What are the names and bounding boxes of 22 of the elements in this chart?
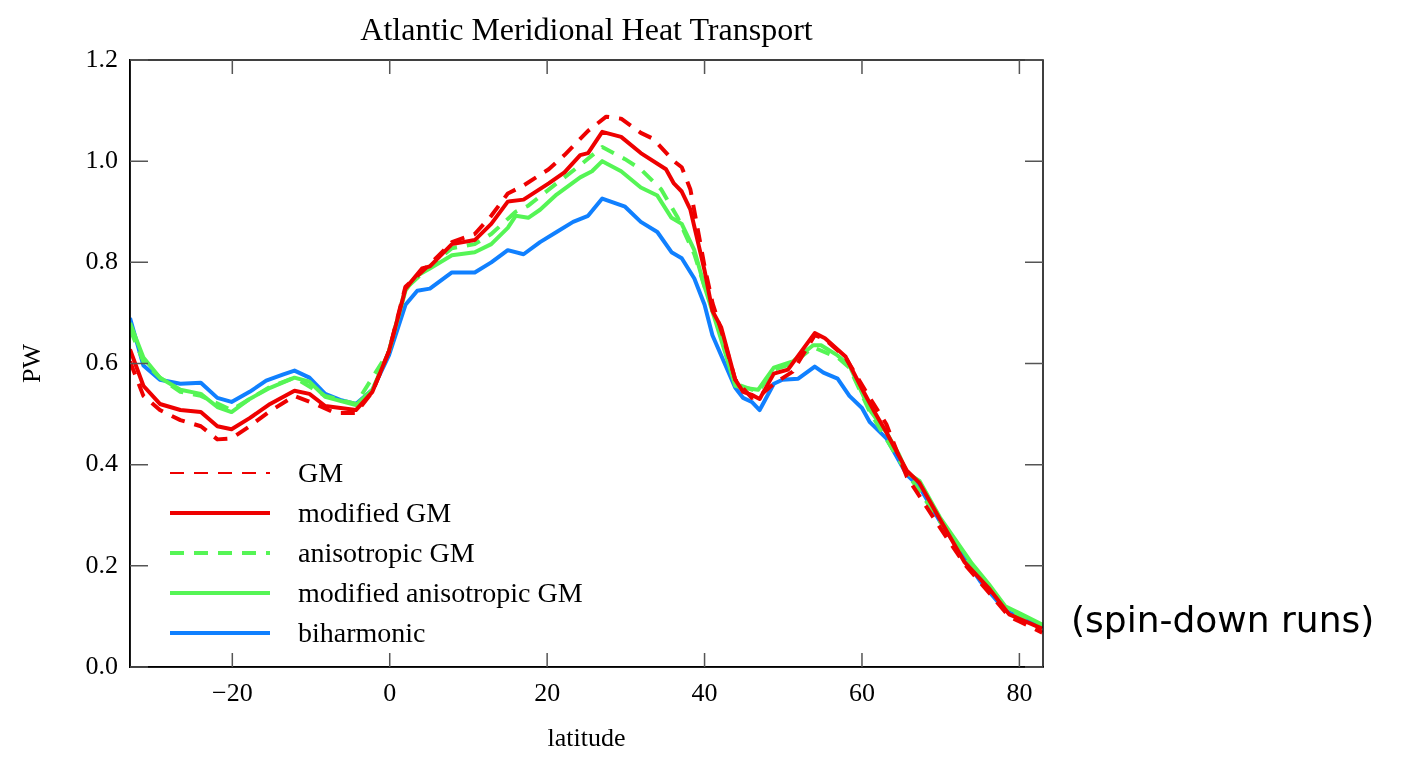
- legend-label: modified anisotropic GM: [298, 577, 583, 608]
- x-tick-label: 20: [534, 678, 561, 708]
- legend-label: GM: [298, 457, 344, 488]
- x-tick-label: −20: [211, 678, 253, 708]
- text: (spin-down runs): [1071, 599, 1375, 640]
- legend-label: anisotropic GM: [298, 537, 475, 568]
- y-tick-label: 1.2: [85, 43, 118, 73]
- legend-label: biharmonic: [298, 617, 426, 648]
- x-axis-title: latitude: [547, 723, 626, 752]
- y-tick-label: 0.0: [85, 650, 118, 680]
- y-axis-title: PW: [17, 343, 46, 383]
- y-tick-label: 0.8: [85, 246, 118, 276]
- y-tick-label: 1.0: [85, 144, 118, 174]
- y-tick-label: 0.2: [85, 549, 118, 579]
- y-tick-label: 0.6: [85, 347, 118, 377]
- x-tick-label: 40: [691, 678, 718, 708]
- legend-label: modified GM: [298, 497, 452, 528]
- x-tick-label: 80: [1006, 678, 1033, 708]
- y-tick-label: 0.4: [85, 448, 118, 478]
- x-tick-label: 60: [848, 678, 875, 708]
- x-tick-label: 0: [383, 678, 397, 708]
- chart-title: Atlantic Meridional Heat Transport: [360, 11, 813, 47]
